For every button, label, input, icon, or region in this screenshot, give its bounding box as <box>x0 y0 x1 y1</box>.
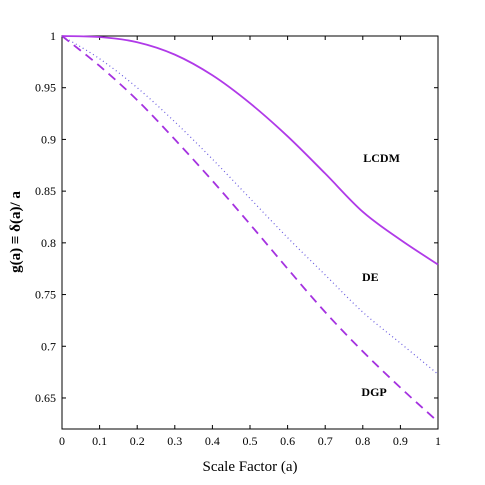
y-tick-label: 0.9 <box>41 132 56 146</box>
plot-frame <box>62 36 438 429</box>
y-tick-label: 0.65 <box>35 391 56 405</box>
y-tick-label: 0.85 <box>35 184 56 198</box>
label-lcdm: LCDM <box>363 151 400 165</box>
x-axis-title: Scale Factor (a) <box>203 459 298 475</box>
y-tick-label: 0.95 <box>35 81 56 95</box>
label-de: DE <box>362 270 379 284</box>
series-line-dgp <box>62 36 438 422</box>
x-tick-label: 0 <box>59 434 65 448</box>
lines-layer <box>62 36 438 422</box>
x-tick-label: 0.7 <box>318 434 333 448</box>
annotations-layer: LCDM DE DGP <box>361 151 400 399</box>
x-tick-label: 0.3 <box>167 434 182 448</box>
y-tick-label: 0.7 <box>41 339 56 353</box>
series-line-de <box>62 36 438 374</box>
y-tick-label: 1 <box>50 29 56 43</box>
y-tick-label: 0.8 <box>41 236 56 250</box>
x-tick-label: 0.4 <box>205 434 220 448</box>
x-tick-label: 1 <box>435 434 441 448</box>
x-tick-label: 0.8 <box>355 434 370 448</box>
x-tick-label: 0.9 <box>393 434 408 448</box>
label-dgp: DGP <box>361 385 386 399</box>
x-tick-label: 0.6 <box>280 434 295 448</box>
x-tick-label: 0.5 <box>243 434 258 448</box>
y-tick-label: 0.75 <box>35 288 56 302</box>
y-axis-title: g(a) ≡ δ(a)/ a <box>8 191 24 273</box>
x-tick-label: 0.1 <box>92 434 107 448</box>
x-tick-label: 0.2 <box>130 434 145 448</box>
